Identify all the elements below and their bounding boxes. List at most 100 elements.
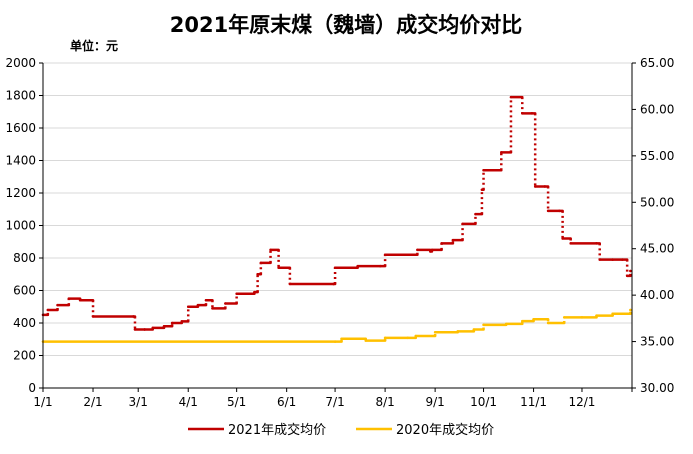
series-point	[598, 258, 601, 261]
series-point	[288, 282, 292, 286]
legend-label: 2021年成交均价	[228, 422, 326, 438]
series-1	[41, 95, 632, 331]
series-point	[629, 269, 632, 273]
series-point	[429, 250, 432, 253]
y-left-tick-label: 0	[28, 381, 36, 395]
series-point	[78, 299, 82, 302]
legend-label: 2020年成交均价	[396, 422, 494, 438]
y-right-tick-label: 45.00	[640, 242, 674, 256]
series-point	[482, 323, 485, 327]
series-point	[472, 328, 476, 331]
series-point	[440, 242, 443, 245]
series-point	[451, 238, 455, 242]
grid-lines	[43, 62, 632, 356]
series-point	[611, 258, 614, 261]
x-tick-label: 8/1	[375, 395, 394, 409]
y-left-tick-label: 800	[13, 251, 36, 265]
series-point	[170, 321, 174, 325]
series-point	[259, 261, 263, 265]
series-point	[521, 319, 524, 323]
series-point	[180, 320, 183, 323]
series-point	[504, 322, 508, 326]
series-point	[595, 242, 598, 245]
y-left-tick-label: 1000	[5, 219, 36, 233]
series-point	[211, 307, 214, 310]
y-right-tick-label: 30.00	[640, 381, 674, 395]
y-right-tick-label: 65.00	[640, 56, 674, 70]
series-point	[277, 266, 280, 269]
y-left-tick-label: 600	[13, 284, 36, 298]
series-point	[332, 282, 335, 286]
y-left-tick-label: 1200	[5, 186, 36, 200]
series-point	[187, 305, 190, 308]
series-point	[91, 315, 95, 318]
y-right-tick-label: 60.00	[640, 102, 674, 116]
y-left-tick-label: 1600	[5, 121, 36, 135]
series-point	[224, 302, 227, 305]
y-left-tick-label: 2000	[5, 56, 36, 70]
y-ticks-right: 30.00 35.00 40.00 45.00 50.00 55.00 60.00 65.00	[632, 56, 674, 395]
series-point	[563, 316, 566, 319]
series-point	[90, 299, 93, 302]
series-point	[533, 185, 537, 188]
series-point	[433, 331, 437, 334]
series-point	[530, 112, 534, 115]
series-point	[480, 188, 484, 191]
series-point	[235, 292, 238, 295]
x-tick-label: 6/1	[277, 395, 296, 409]
series-point	[509, 95, 513, 99]
series-point	[546, 321, 550, 325]
series-point	[383, 336, 387, 340]
chart-title: 2021年原末煤（魏墙）成交均价对比	[170, 13, 522, 37]
y-ticks-left: 0 200 400 600 800 1000 1200 1400 1600 1800 2000	[5, 56, 43, 395]
series-point	[546, 209, 550, 213]
series-point	[204, 299, 208, 302]
series-point	[625, 274, 629, 278]
series-point	[482, 169, 485, 172]
series-point	[532, 318, 535, 321]
y-left-tick-label: 400	[13, 316, 36, 330]
series-point	[133, 328, 137, 331]
series-point	[151, 326, 154, 330]
series-point	[500, 151, 503, 154]
series-point	[629, 308, 632, 312]
series-point	[406, 253, 409, 256]
series-point	[67, 297, 71, 300]
x-tick-label: 9/1	[425, 395, 444, 409]
series-point	[196, 303, 200, 307]
x-ticks: 1/1 2/1 3/1 4/1 5/1 6/1 7/1 8/1 9/1 10/1 11/1 12/1	[33, 388, 633, 409]
x-tick-label: 7/1	[325, 395, 344, 409]
y-right-tick-label: 50.00	[640, 195, 674, 209]
series-point	[621, 258, 624, 261]
series-point	[285, 266, 288, 269]
y-left-tick-label: 200	[13, 349, 36, 363]
y-right-tick-label: 40.00	[640, 288, 674, 302]
series-point	[46, 308, 50, 312]
x-tick-label: 12/1	[568, 395, 595, 409]
series-point	[461, 222, 464, 226]
series-point	[132, 315, 135, 318]
series-point	[406, 336, 409, 340]
series-point	[521, 112, 524, 115]
series-point	[456, 330, 459, 333]
series-point	[496, 169, 500, 172]
series-point	[561, 237, 564, 240]
series-point	[416, 248, 419, 252]
series-point	[543, 185, 547, 188]
series-point	[333, 266, 337, 269]
x-tick-label: 2/1	[83, 395, 102, 409]
series-point	[356, 337, 359, 340]
series-point	[379, 264, 382, 268]
series-point	[474, 212, 477, 216]
x-tick-label: 1/1	[33, 395, 52, 409]
series-point	[162, 325, 166, 328]
series-point	[430, 248, 434, 252]
x-tick-label: 5/1	[227, 395, 246, 409]
x-tick-label: 10/1	[470, 395, 497, 409]
series-point	[143, 328, 146, 331]
series-point	[333, 340, 337, 343]
series-point	[269, 248, 272, 252]
series-point	[569, 242, 572, 245]
series-point	[414, 334, 417, 338]
series-point	[611, 312, 614, 315]
